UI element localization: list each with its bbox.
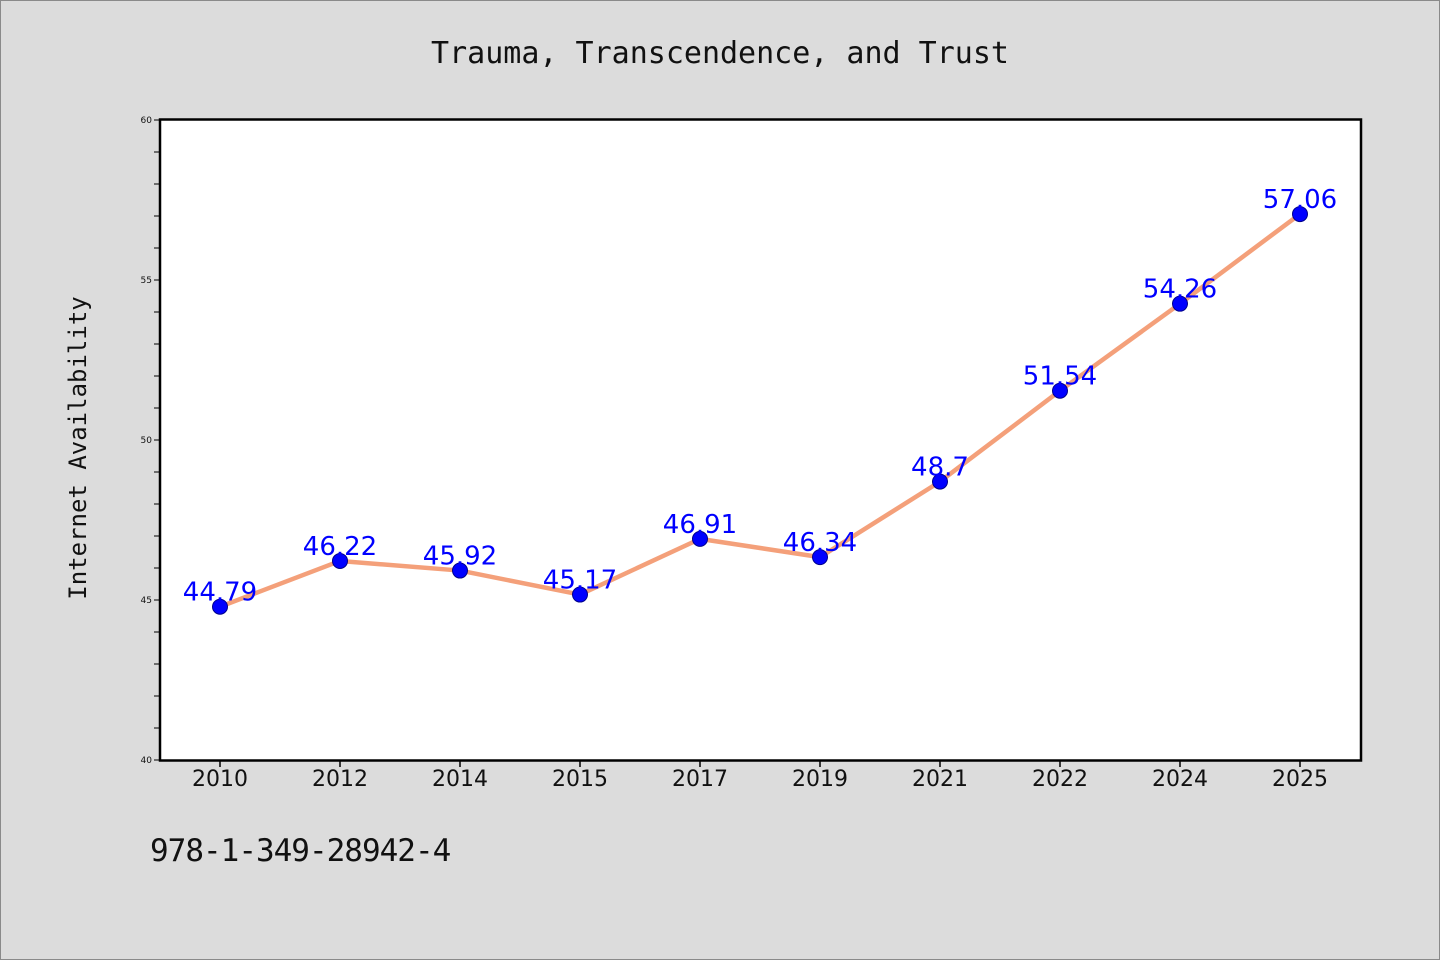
y-tick-label: 50 bbox=[141, 436, 153, 446]
data-label: 54.26 bbox=[1143, 275, 1217, 305]
data-point bbox=[1052, 382, 1068, 399]
data-label: 45.17 bbox=[543, 566, 617, 596]
data-label: 51.54 bbox=[1023, 362, 1097, 392]
x-tick-label: 2014 bbox=[432, 767, 488, 792]
x-tick-label: 2024 bbox=[1152, 767, 1208, 792]
isbn-text: 978-1-349-28942-4 bbox=[150, 833, 451, 869]
chart-title: Trauma, Transcendence, and Trust bbox=[431, 36, 1009, 71]
x-axis: 2010 2012 2014 2015 2017 2019 2021 2022 2024 2025 bbox=[192, 760, 1328, 792]
y-axis: 40 45 50 55 60 bbox=[141, 116, 160, 766]
x-tick-label: 2010 bbox=[192, 767, 248, 792]
series-group: 44.79 46.22 45.92 45.17 46.91 46.34 48.7 51.54 5… bbox=[183, 185, 1337, 615]
data-point bbox=[812, 549, 828, 566]
data-point bbox=[692, 530, 708, 547]
x-tick-label: 2012 bbox=[312, 767, 368, 792]
data-label: 45.92 bbox=[423, 542, 497, 572]
data-label: 46.91 bbox=[663, 510, 737, 540]
data-point bbox=[452, 562, 468, 579]
data-point bbox=[1172, 295, 1188, 312]
data-label: 48.7 bbox=[911, 453, 969, 483]
data-point bbox=[332, 552, 348, 569]
x-tick-label: 2017 bbox=[672, 767, 728, 792]
y-tick-label: 40 bbox=[141, 756, 153, 766]
x-tick-label: 2025 bbox=[1272, 767, 1328, 792]
y-tick-label: 60 bbox=[141, 116, 153, 126]
y-axis-label: Internet Availability bbox=[64, 296, 92, 599]
data-label: 44.79 bbox=[183, 578, 257, 608]
data-point bbox=[1292, 206, 1308, 223]
x-tick-label: 2021 bbox=[912, 767, 968, 792]
series-line bbox=[217, 211, 1303, 609]
y-tick-label: 45 bbox=[141, 596, 152, 606]
data-label: 46.34 bbox=[783, 528, 857, 558]
x-tick-label: 2015 bbox=[552, 767, 608, 792]
data-label: 46.22 bbox=[303, 532, 377, 562]
data-point bbox=[572, 586, 588, 603]
x-tick-label: 2019 bbox=[792, 767, 848, 792]
plot-area bbox=[158, 118, 1363, 762]
data-point bbox=[212, 598, 228, 615]
x-tick-label: 2022 bbox=[1032, 767, 1088, 792]
data-point bbox=[932, 473, 948, 490]
data-label: 57.06 bbox=[1263, 185, 1337, 215]
y-tick-label: 55 bbox=[141, 276, 152, 286]
